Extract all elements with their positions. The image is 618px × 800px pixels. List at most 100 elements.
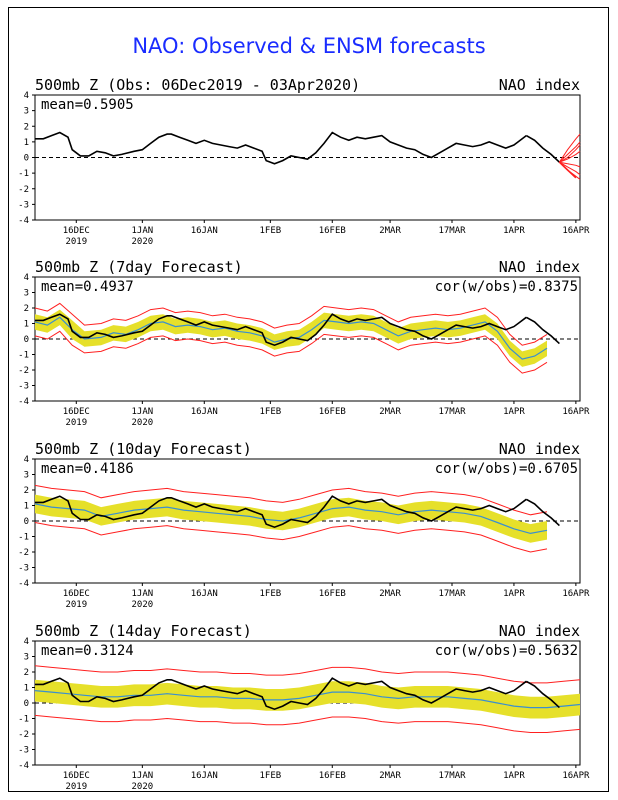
panel-2-title: 500mb Z (7day Forecast)	[35, 258, 243, 276]
figure-frame	[8, 7, 609, 792]
y-tick-label: 0	[24, 335, 29, 345]
observed-line-tail	[525, 680, 560, 709]
observed-line-tail	[525, 316, 560, 345]
observed-line-tail	[525, 134, 560, 163]
y-tick-label: 2	[24, 486, 29, 496]
y-tick-label: -1	[18, 533, 29, 543]
x-tick-label: 16JAN	[191, 771, 218, 781]
ensemble-member-line	[559, 141, 581, 163]
x-tick-label: 16DEC	[63, 226, 90, 236]
y-tick-label: -3	[18, 200, 29, 210]
y-tick-label: -2	[18, 185, 29, 195]
x-tick-label: 1APR	[503, 407, 525, 417]
panel-2-index-label: NAO index	[499, 258, 580, 276]
panel-3-title: 500mb Z (10day Forecast)	[35, 440, 252, 458]
x-tick-label: 1JAN	[132, 407, 154, 417]
y-tick-label: 0	[24, 699, 29, 709]
x-tick-label: 16JAN	[191, 589, 218, 599]
ensemble-envelope-high	[34, 484, 548, 516]
x-tick-label: 1FEB	[259, 226, 281, 236]
y-tick-label: 0	[24, 517, 29, 527]
panel-1-mean: mean=0.5905	[41, 97, 134, 113]
x-tick-sublabel: 2020	[132, 600, 154, 610]
ensemble-spread-band	[35, 679, 580, 719]
x-tick-label: 17MAR	[438, 771, 466, 781]
y-tick-label: 0	[24, 154, 29, 164]
y-tick-label: -4	[18, 579, 29, 589]
x-tick-sublabel: 2020	[132, 782, 154, 792]
x-tick-label: 1FEB	[259, 589, 281, 599]
x-tick-label: 1JAN	[132, 771, 154, 781]
panel-4-mean: mean=0.3124	[41, 643, 134, 659]
y-tick-label: -2	[18, 730, 29, 740]
ensemble-member-line	[559, 161, 581, 176]
y-tick-label: -3	[18, 382, 29, 392]
y-tick-label: 3	[24, 471, 29, 481]
page-title: NAO: Observed & ENSM forecasts	[132, 34, 486, 58]
ensemble-spread-band	[35, 494, 547, 543]
y-tick-label: 3	[24, 653, 29, 663]
panel-4-index-label: NAO index	[499, 622, 580, 640]
panel-4-correlation: cor(w/obs)=0.5632	[435, 643, 578, 659]
panel-2-correlation: cor(w/obs)=0.8375	[435, 279, 578, 295]
x-tick-label: 16DEC	[63, 771, 90, 781]
panel-1-index-label: NAO index	[499, 76, 580, 94]
observed-line	[35, 495, 527, 529]
x-tick-sublabel: 2019	[65, 782, 87, 792]
y-tick-label: 2	[24, 304, 29, 314]
x-tick-label: 16APR	[562, 226, 590, 236]
x-tick-label: 1JAN	[132, 226, 154, 236]
panel-3-correlation: cor(w/obs)=0.6705	[435, 461, 578, 477]
observed-line	[35, 677, 527, 711]
x-tick-label: 2MAR	[379, 589, 401, 599]
ensemble-member-line	[559, 161, 581, 168]
x-tick-label: 16DEC	[63, 407, 90, 417]
x-tick-label: 17MAR	[438, 589, 466, 599]
x-tick-label: 1APR	[503, 226, 525, 236]
panel-2-mean: mean=0.4937	[41, 279, 134, 295]
x-tick-label: 2MAR	[379, 226, 401, 236]
x-tick-label: 17MAR	[438, 407, 466, 417]
y-tick-label: 4	[24, 273, 29, 283]
observed-line	[35, 131, 527, 165]
x-tick-label: 1APR	[503, 771, 525, 781]
y-tick-label: 3	[24, 289, 29, 299]
x-tick-label: 1JAN	[132, 589, 154, 599]
x-tick-sublabel: 2020	[132, 418, 154, 428]
x-tick-label: 2MAR	[379, 771, 401, 781]
observed-line-final	[558, 161, 577, 179]
panel-3-index-label: NAO index	[499, 440, 580, 458]
panel-1-title: 500mb Z (Obs: 06Dec2019 - 03Apr2020)	[35, 76, 360, 94]
ensemble-envelope-low	[34, 714, 581, 733]
x-tick-label: 1FEB	[259, 407, 281, 417]
y-tick-label: -2	[18, 548, 29, 558]
y-tick-label: 2	[24, 122, 29, 132]
y-tick-label: -3	[18, 564, 29, 574]
y-tick-label: 1	[24, 138, 29, 148]
x-tick-label: 16APR	[562, 589, 590, 599]
x-tick-label: 16JAN	[191, 226, 218, 236]
y-tick-label: 2	[24, 668, 29, 678]
y-tick-label: -1	[18, 351, 29, 361]
ensemble-envelope-low	[34, 330, 548, 374]
x-tick-sublabel: 2019	[65, 237, 87, 247]
y-tick-label: -2	[18, 366, 29, 376]
x-tick-label: 1FEB	[259, 771, 281, 781]
x-tick-label: 2MAR	[379, 407, 401, 417]
x-tick-sublabel: 2019	[65, 418, 87, 428]
y-tick-label: 4	[24, 637, 29, 647]
ensemble-member-line	[559, 150, 581, 163]
y-tick-label: 1	[24, 502, 29, 512]
ensemble-member-line	[558, 133, 581, 163]
y-tick-label: -4	[18, 761, 29, 771]
x-tick-label: 16JAN	[191, 407, 218, 417]
x-tick-label: 16FEB	[319, 589, 346, 599]
x-tick-sublabel: 2020	[132, 237, 154, 247]
x-tick-label: 16DEC	[63, 589, 90, 599]
y-tick-label: -3	[18, 746, 29, 756]
panel-3-mean: mean=0.4186	[41, 461, 134, 477]
x-tick-label: 1APR	[503, 589, 525, 599]
ensemble-envelope-high	[34, 665, 581, 684]
ensemble-envelope-high	[34, 302, 548, 346]
